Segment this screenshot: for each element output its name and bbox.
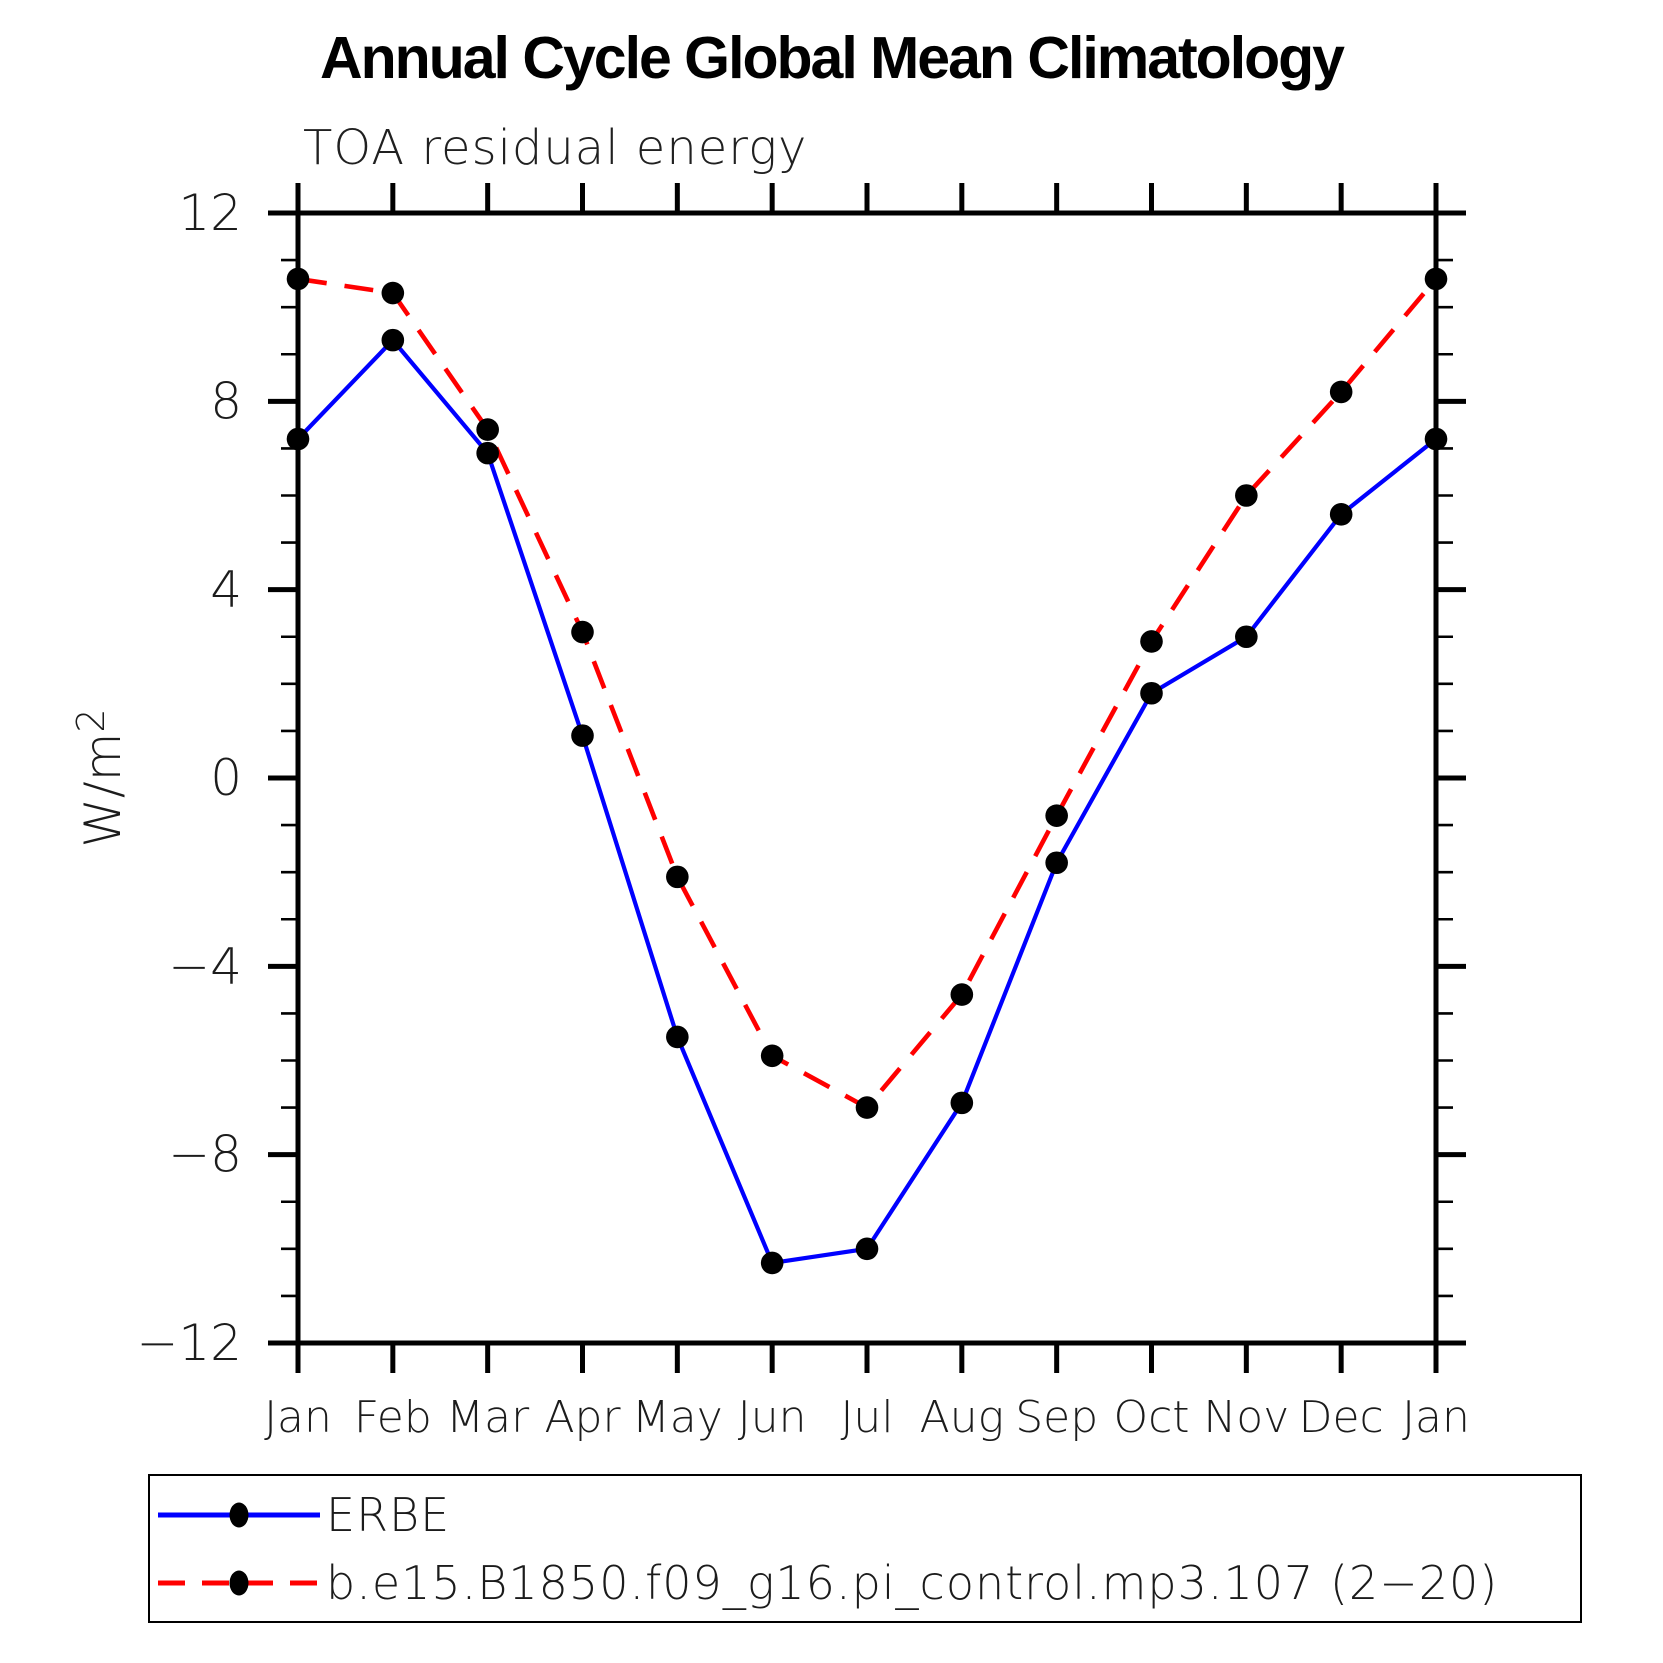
y-tick-label: −12 <box>136 1314 242 1372</box>
x-tick-label: Oct <box>1113 1392 1189 1443</box>
data-point-marker <box>1424 267 1448 291</box>
y-tick-label: 4 <box>210 561 242 619</box>
data-point-marker <box>1424 427 1448 451</box>
data-point-marker <box>571 620 594 644</box>
legend-box: ERBE b.e15.B1850.f09_g16.pi_control.mp3.… <box>148 1474 1582 1623</box>
plot-frame <box>295 210 1439 1346</box>
data-point-marker <box>1045 804 1068 827</box>
data-point-marker <box>950 1091 974 1115</box>
legend-item-erbe: ERBE <box>150 1481 1580 1549</box>
data-point-marker <box>1140 681 1163 705</box>
data-point-marker <box>1329 503 1353 526</box>
data-point-marker <box>1329 380 1353 404</box>
chart-title: Annual Cycle Global Mean Climatology <box>320 25 1345 91</box>
x-tick-label: Apr <box>544 1392 621 1443</box>
legend-sample-marker <box>229 1502 249 1528</box>
x-tick-label: Sep <box>1015 1392 1098 1443</box>
data-point-marker <box>1140 630 1163 653</box>
y-tick-label: −4 <box>168 937 242 995</box>
legend-item-model: b.e15.B1850.f09_g16.pi_control.mp3.107 (… <box>150 1549 1580 1617</box>
data-point-marker <box>666 1025 689 1049</box>
data-point-marker <box>950 983 974 1006</box>
data-point-marker <box>286 427 310 451</box>
x-tick-label: Nov <box>1203 1392 1289 1443</box>
x-tick-label: May <box>632 1392 723 1443</box>
x-tick-label: Jun <box>738 1392 807 1443</box>
x-tick-label: Aug <box>920 1392 1004 1443</box>
y-axis-label: W/m2 <box>69 708 132 847</box>
y-tick-label: 8 <box>210 372 242 430</box>
legend-line-sample-dashed <box>158 1570 320 1596</box>
x-tick-label: Mar <box>446 1392 530 1443</box>
data-point-marker <box>476 418 499 441</box>
data-point-marker <box>571 724 594 747</box>
y-tick-label: −8 <box>168 1126 242 1184</box>
x-tick-label: Dec <box>1299 1392 1384 1443</box>
data-point-marker <box>855 1096 879 1119</box>
data-point-marker <box>476 441 499 465</box>
data-point-marker <box>1235 625 1258 649</box>
x-tick-label: Feb <box>354 1392 432 1443</box>
x-tick-label: Jan <box>1402 1392 1470 1443</box>
data-point-marker <box>760 1251 784 1275</box>
data-point-marker <box>1235 484 1258 507</box>
legend-sample-marker <box>229 1570 249 1596</box>
x-tick-label: Jul <box>840 1392 893 1443</box>
legend-line-sample-solid <box>158 1502 320 1528</box>
data-point-marker <box>286 267 310 291</box>
legend-label-model: b.e15.B1850.f09_g16.pi_control.mp3.107 (… <box>326 1556 1499 1610</box>
legend-label-erbe: ERBE <box>326 1488 451 1542</box>
data-point-marker <box>855 1237 879 1261</box>
data-point-marker <box>666 865 689 889</box>
x-tick-label: Jan <box>264 1392 332 1443</box>
chart-subtitle: TOA residual energy <box>303 120 808 176</box>
data-point-marker <box>381 281 405 305</box>
series-line-1 <box>297 276 1438 1111</box>
y-tick-label: 12 <box>178 184 242 242</box>
series-line-0 <box>296 336 1438 1266</box>
chart-canvas: 12 8 4 0 −4 −8 −12 Jan Feb Mar Apr May Jun Jul Aug Sep O… <box>69 183 1470 1443</box>
data-point-marker <box>381 328 405 352</box>
y-tick-label: 0 <box>210 749 242 807</box>
data-point-marker <box>1045 851 1068 875</box>
data-point-marker <box>760 1044 784 1068</box>
